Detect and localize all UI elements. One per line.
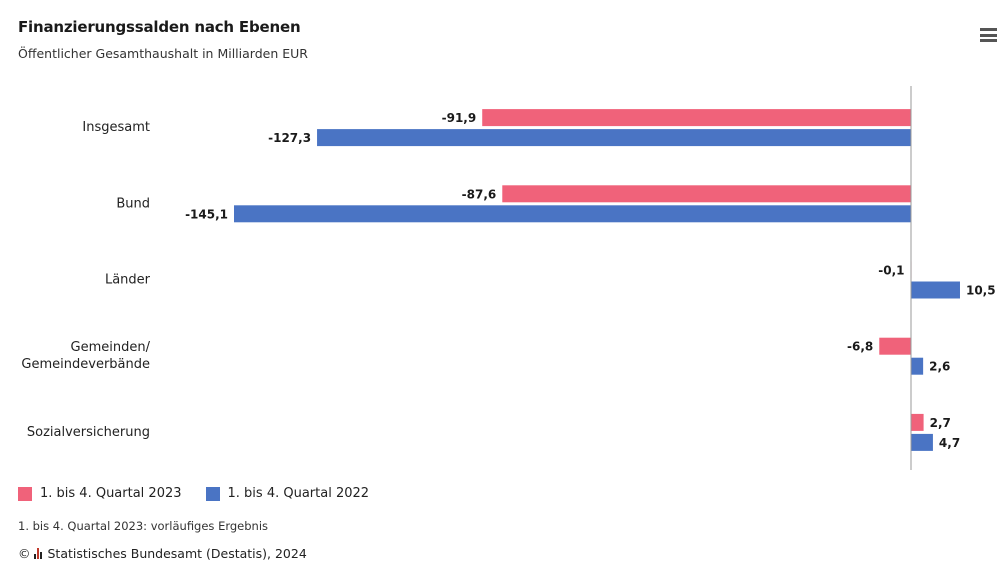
chart-legend: 1. bis 4. Quartal 2023 1. bis 4. Quartal… (18, 486, 369, 501)
bar-2022 (234, 205, 911, 223)
bar-2023 (502, 185, 911, 203)
bar-2022 (911, 357, 924, 375)
bar-2022 (317, 129, 912, 147)
legend-label-2023: 1. bis 4. Quartal 2023 (40, 486, 182, 501)
category-label: Sozialversicherung (27, 425, 150, 440)
data-label: -127,3 (268, 131, 311, 145)
bar-2023 (879, 337, 911, 355)
data-label: 2,6 (929, 360, 950, 374)
category-label: Gemeinden/ (71, 340, 151, 355)
data-label: 10,5 (966, 284, 996, 298)
destatis-logo-icon (33, 548, 42, 559)
footnote: 1. bis 4. Quartal 2023: vorläufiges Erge… (18, 519, 269, 533)
legend-swatch-2022 (205, 486, 220, 501)
data-label: -6,8 (847, 340, 873, 354)
category-label: Gemeindeverbände (21, 357, 150, 372)
data-label: -91,9 (442, 111, 477, 125)
bar-2022 (911, 281, 960, 299)
data-label: -0,1 (878, 264, 904, 278)
bar-2023 (911, 413, 924, 431)
bar-2022 (911, 433, 933, 451)
legend-item-2022[interactable]: 1. bis 4. Quartal 2022 (205, 486, 370, 501)
category-label: Bund (116, 196, 150, 211)
source-text: Statistisches Bundesamt (Destatis), 2024 (47, 546, 307, 561)
source-credit: © Statistisches Bundesamt (Destatis), 20… (18, 546, 307, 561)
bar-2023 (482, 109, 911, 127)
data-label: -145,1 (185, 207, 228, 221)
legend-item-2023[interactable]: 1. bis 4. Quartal 2023 (18, 486, 182, 501)
hamburger-menu-icon[interactable] (980, 28, 997, 42)
category-label: Insgesamt (82, 120, 150, 135)
data-label: 4,7 (939, 436, 960, 450)
copyright-symbol: © (18, 546, 31, 561)
data-label: 2,7 (930, 416, 951, 430)
legend-label-2022: 1. bis 4. Quartal 2022 (227, 486, 370, 501)
chart-subtitle: Öffentlicher Gesamthaushalt in Milliarde… (18, 46, 308, 61)
legend-swatch-2023 (18, 486, 32, 501)
chart-title: Finanzierungssalden nach Ebenen (18, 18, 301, 36)
category-label: Länder (105, 273, 151, 288)
data-label: -87,6 (462, 187, 497, 201)
bar-chart: Insgesamt -91,9 -127,3 Bund -87,6 -145,1 Lände… (21, 86, 996, 470)
